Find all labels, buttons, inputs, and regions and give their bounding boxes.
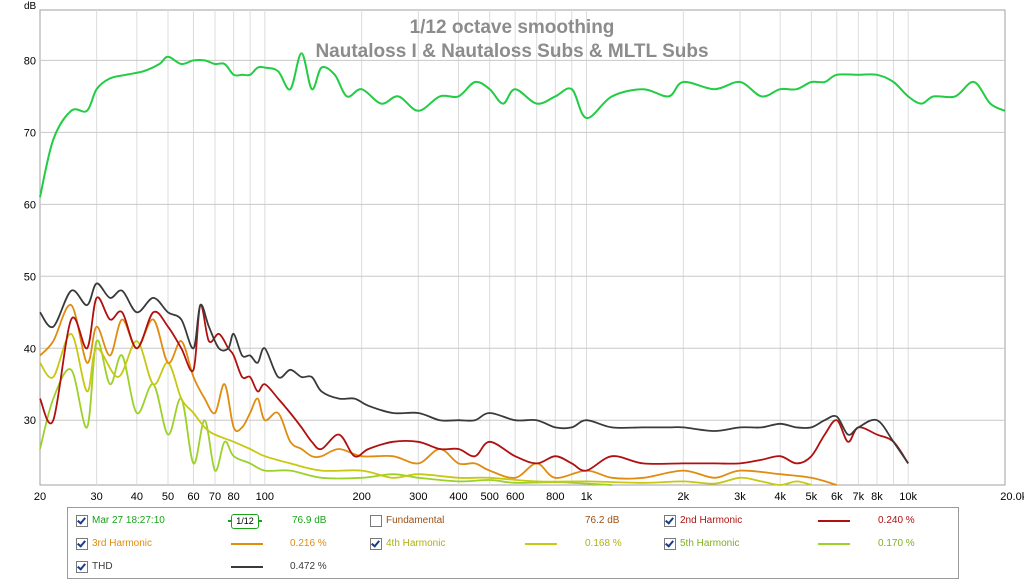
x-tick-label: 800 <box>546 491 564 503</box>
legend-panel: Mar 27 18:27:10 1/12 76.9 dB Fundamental… <box>67 507 959 579</box>
series-line-mar-27-18-27-10 <box>39 52 1006 198</box>
measurement-checkbox[interactable] <box>76 515 88 527</box>
smoothing-indicator[interactable]: 1/12 <box>228 513 262 529</box>
x-axis: 20 30 40 50 60 70 80 100 200 300 400 500 600 800 1k 2k 3… <box>34 491 1024 503</box>
thd-value: 0.472 % <box>290 561 327 572</box>
2nd-harmonic-swatch <box>818 520 850 522</box>
measurement-label: Mar 27 18:27:10 <box>92 515 165 526</box>
3rd-harmonic-label: 3rd Harmonic <box>92 538 153 549</box>
series-line-thd <box>39 282 909 464</box>
4th-harmonic-checkbox[interactable] <box>370 538 382 550</box>
x-tick-label: 30 <box>91 491 103 503</box>
3rd-harmonic-value: 0.216 % <box>290 538 327 549</box>
chart-title: 1/12 octave smoothing <box>410 17 615 38</box>
fundamental-checkbox[interactable] <box>370 515 382 527</box>
x-tick-label: 6k <box>831 491 843 503</box>
x-tick-label: 7k <box>853 491 865 503</box>
x-tick-label: 400 <box>449 491 467 503</box>
3rd-harmonic-checkbox[interactable] <box>76 538 88 550</box>
2nd-harmonic-checkbox[interactable] <box>664 515 676 527</box>
5th-harmonic-label: 5th Harmonic <box>680 538 740 549</box>
5th-harmonic-checkbox[interactable] <box>664 538 676 550</box>
4th-harmonic-label: 4th Harmonic <box>386 538 446 549</box>
x-tick-label: 100 <box>256 491 274 503</box>
series-line-4th-harmonic <box>39 332 812 486</box>
y-axis: 30 40 50 60 70 80 <box>24 55 36 427</box>
2nd-harmonic-label: 2nd Harmonic <box>680 515 743 526</box>
x-tick-label: 70 <box>209 491 221 503</box>
smoothing-badge[interactable]: 1/12 <box>231 514 259 529</box>
y-axis-label: dB <box>24 1 37 12</box>
y-tick-label: 60 <box>24 199 36 211</box>
chart-subtitle: Nautaloss I & Nautaloss Subs & MLTL Subs <box>315 41 708 62</box>
plot-area[interactable] <box>39 9 1006 486</box>
x-tick-label: 8k <box>871 491 883 503</box>
x-tick-label: 10k <box>899 491 917 503</box>
2nd-harmonic-value: 0.240 % <box>878 515 915 526</box>
x-tick-label: 200 <box>352 491 370 503</box>
x-tick-label: 500 <box>480 491 498 503</box>
y-tick-label: 70 <box>24 127 36 139</box>
y-tick-label: 50 <box>24 271 36 283</box>
x-tick-label: 5k <box>806 491 818 503</box>
5th-harmonic-value: 0.170 % <box>878 538 915 549</box>
thd-swatch <box>231 566 263 568</box>
x-tick-label: 3k <box>734 491 746 503</box>
x-tick-label: 60 <box>187 491 199 503</box>
x-tick-label: 600 <box>506 491 524 503</box>
x-tick-label: 80 <box>228 491 240 503</box>
x-tick-label: 40 <box>131 491 143 503</box>
5th-harmonic-swatch <box>818 543 850 545</box>
y-tick-label: 40 <box>24 343 36 355</box>
y-tick-label: 80 <box>24 55 36 67</box>
4th-harmonic-swatch <box>525 543 557 545</box>
frequency-response-chart: 30 40 50 60 70 80 20 30 40 50 60 70 80 100 200 300 400 5… <box>24 1 1024 503</box>
x-tick-label: 20.0k Hz <box>1000 491 1024 503</box>
fundamental-label: Fundamental <box>386 515 445 526</box>
4th-harmonic-value: 0.168 % <box>585 538 622 549</box>
x-tick-label: 20 <box>34 491 46 503</box>
x-tick-label: 300 <box>409 491 427 503</box>
y-tick-label: 30 <box>24 415 36 427</box>
series-lines <box>39 52 1006 486</box>
measurement-value: 76.9 dB <box>292 515 327 526</box>
x-tick-label: 4k <box>774 491 786 503</box>
thd-checkbox[interactable] <box>76 561 88 573</box>
3rd-harmonic-swatch <box>231 543 263 545</box>
fundamental-value: 76.2 dB <box>585 515 620 526</box>
x-tick-label: 1k <box>581 491 593 503</box>
series-line-2nd-harmonic <box>39 296 909 472</box>
x-tick-label: 2k <box>678 491 690 503</box>
x-tick-label: 50 <box>162 491 174 503</box>
thd-label: THD <box>92 561 113 572</box>
